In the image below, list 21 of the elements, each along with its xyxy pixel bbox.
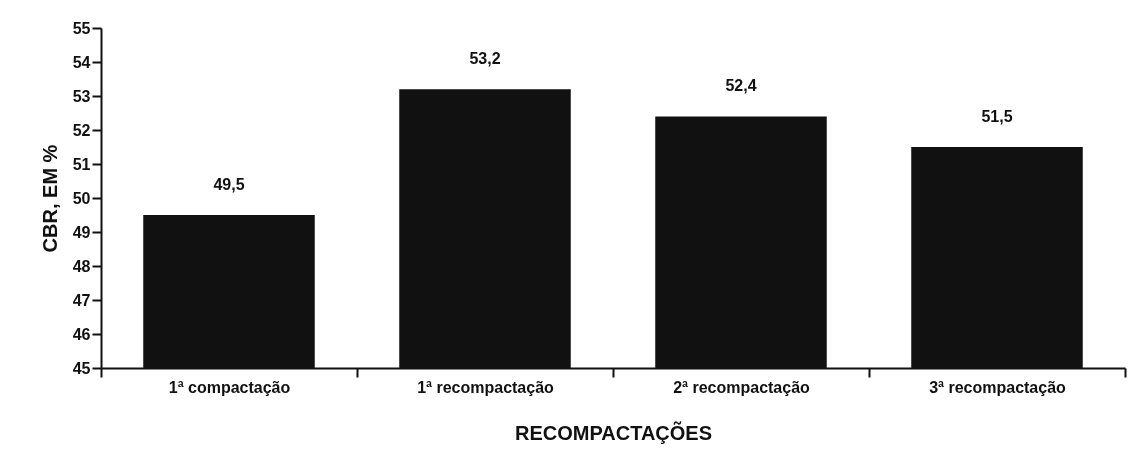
data-label: 53,2: [469, 50, 501, 68]
y-tick-label: 55: [72, 19, 91, 37]
y-tick-label: 46: [72, 325, 91, 343]
y-tick-label: 47: [72, 291, 91, 309]
y-tick-label: 54: [72, 53, 91, 71]
y-tick-label: 52: [72, 121, 91, 139]
x-tick-label: 1ª recompactação: [417, 378, 555, 396]
y-axis-title: CBR, EM %: [38, 144, 61, 253]
data-label: 52,4: [725, 77, 757, 95]
y-tick-label: 48: [72, 257, 91, 275]
x-tick-label: 2ª recompactação: [673, 378, 811, 396]
y-tick-label: 45: [72, 359, 91, 377]
data-label: 51,5: [981, 108, 1013, 125]
data-label: 49,5: [213, 176, 245, 193]
y-tick-label: 50: [72, 189, 91, 207]
y-tick-label: 51: [72, 155, 91, 173]
y-tick-label: 49: [72, 223, 91, 241]
x-axis-title: RECOMPACTAÇÕES: [514, 420, 713, 444]
x-tick-label: 1ª compactação: [168, 378, 291, 396]
y-tick-label: 53: [72, 87, 91, 105]
x-tick-label: 3ª recompactação: [929, 378, 1067, 396]
